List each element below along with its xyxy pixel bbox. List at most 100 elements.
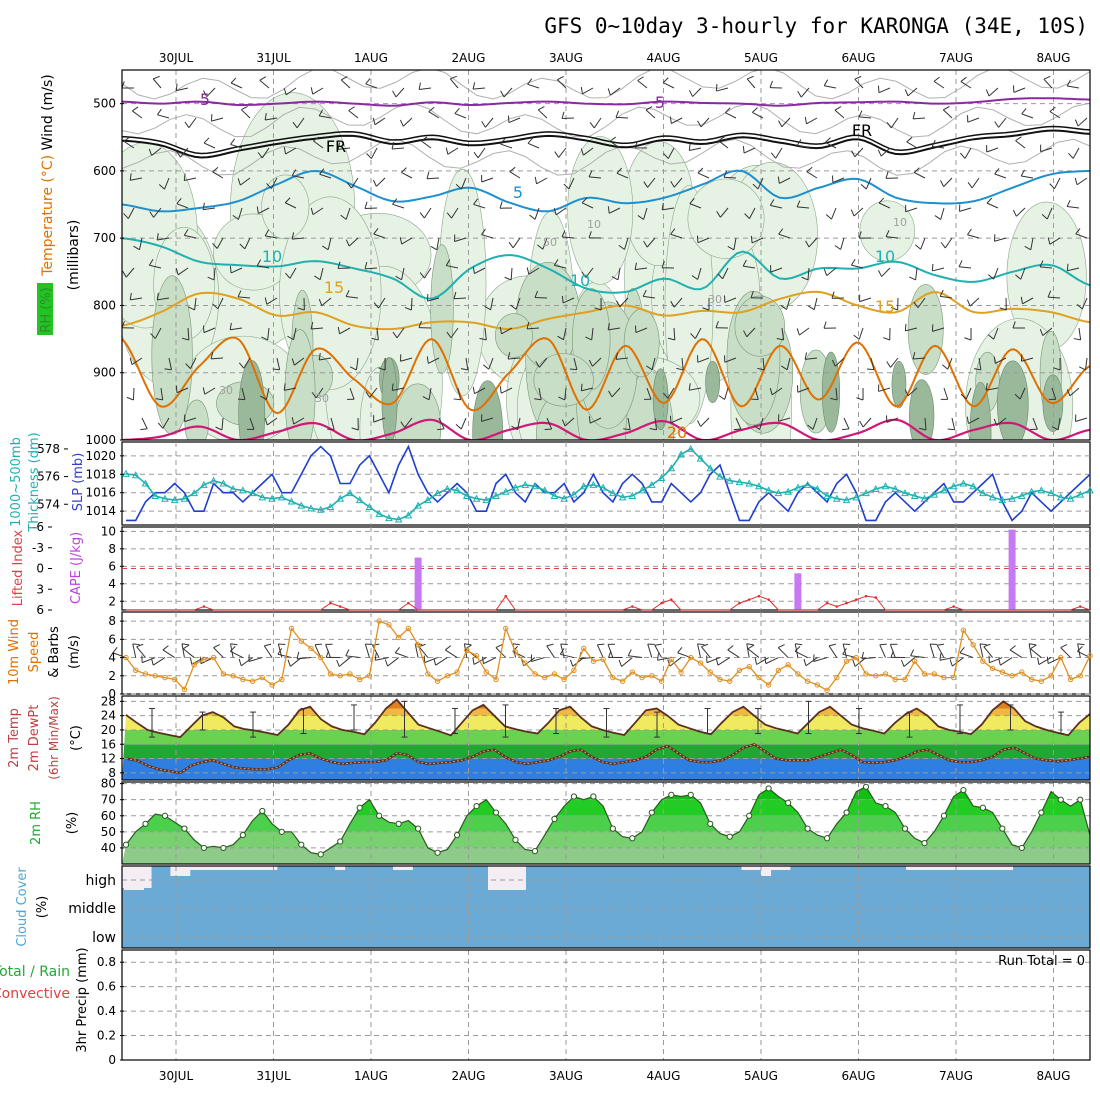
wind10m-marker [795, 671, 801, 677]
wind10m-barb [263, 645, 273, 658]
wind-barb [538, 387, 542, 400]
wind10m-marker [619, 678, 626, 684]
wind10m-barb [701, 646, 711, 658]
wind-barb [1054, 177, 1061, 189]
wind-barb-flag [156, 292, 159, 300]
wind-barb-flag [232, 214, 239, 220]
wind10m-barb [717, 657, 730, 666]
wind10m-marker [970, 642, 976, 648]
thickness-marker [131, 471, 140, 479]
wind-barb-flag [878, 270, 883, 277]
wind-barb [436, 237, 440, 250]
wind-barb [515, 297, 521, 310]
wind-barb-flag [399, 237, 403, 245]
wind-barb-flag [743, 330, 748, 337]
rh-marker [356, 804, 363, 811]
li-marker [855, 598, 858, 601]
wind10m-barb [1060, 647, 1071, 658]
wind-barb [722, 267, 729, 279]
ua-ytick: 700 [93, 231, 116, 245]
thickness-ytick: 578 [37, 442, 60, 456]
wind-barb [557, 79, 567, 89]
wind10m-marker [259, 674, 266, 681]
wind-barb-flag [122, 270, 127, 278]
wind-barb-flag [1021, 108, 1027, 115]
wind-barb-flag [645, 365, 653, 371]
wind10m-barb-flag [949, 659, 953, 667]
wind10m-marker [1058, 654, 1064, 661]
wind-barb [428, 111, 440, 119]
thickness-marker [462, 491, 471, 499]
wind-barb [797, 206, 810, 209]
wind-barb [994, 237, 1007, 242]
wind-barb [924, 417, 927, 431]
cloud-gap [228, 866, 239, 870]
wind-barb-flag [689, 90, 694, 97]
wind-barb [512, 237, 521, 249]
thickness-marker [794, 483, 802, 491]
wind-barb [428, 357, 440, 364]
wind-barb-flag [931, 263, 934, 271]
li-marker [202, 605, 206, 608]
wind-barb-flag [563, 183, 570, 190]
wind-barb-flag [1043, 75, 1051, 80]
temp-ylabel-part: 2m DewPt [27, 705, 42, 772]
rh-shade-light [567, 136, 634, 285]
wind-barb-flag [455, 184, 462, 190]
wind-barb [351, 177, 359, 189]
wind-barb [536, 177, 548, 185]
thickness-marker [248, 489, 257, 497]
wind10m-marker [249, 678, 256, 684]
wind-barb-flag [140, 428, 148, 431]
temp-ytick: 8 [108, 766, 116, 780]
wind10m-barb [989, 657, 1003, 664]
wind-barb [890, 357, 899, 368]
wind-barb [1032, 417, 1038, 430]
wind-barb-flag [123, 213, 129, 219]
wind-barb [646, 387, 652, 400]
contour-label: 50 [543, 236, 557, 249]
wind-barb-flag [472, 386, 475, 394]
wind-barb [615, 116, 629, 119]
slp-ylabel: Thickness (dm) [27, 432, 42, 532]
thickness-marker [482, 496, 491, 504]
wind10m-barb-flag [183, 644, 190, 650]
dewpt-line [125, 743, 1090, 774]
wind-barb [340, 79, 351, 89]
wind10m-barb-flag [1046, 656, 1049, 664]
wind10m-barb-flag [278, 643, 286, 646]
rh-marker [239, 831, 246, 839]
wind10m-marker [415, 642, 421, 648]
wind-barb [424, 267, 432, 279]
wind-ylabel: & Barbs [47, 626, 62, 678]
wind-barb [261, 147, 270, 159]
rh-shade-mid [284, 329, 316, 440]
wind10m-barb-flag [778, 644, 785, 649]
wind-ytick: 0 [108, 687, 116, 701]
wind-barb-flag [472, 266, 475, 274]
wind-barb [582, 87, 594, 95]
wind-barb [940, 295, 953, 299]
wind-barb [854, 78, 864, 89]
isotherm-line [122, 336, 1090, 415]
wind-barb-flag [372, 117, 376, 125]
rh-shade-mid [184, 399, 209, 440]
wind10m-barb-flag [136, 643, 144, 648]
thickness-marker [998, 496, 1007, 504]
wind-barb-flag [850, 258, 856, 266]
wind-barb [555, 207, 567, 216]
wind10m-barb-flag [1060, 644, 1068, 649]
wind-barb [537, 109, 548, 119]
thickness-marker [677, 450, 685, 458]
wind-barb-flag [264, 418, 268, 426]
thickness-marker [667, 464, 676, 472]
wind-barb [500, 143, 513, 149]
cloud-level-label: low [92, 930, 116, 946]
wind-frame [121, 611, 1091, 695]
wind-barb-flag [484, 305, 491, 311]
wind-barb-flag [796, 200, 801, 208]
wind-barb [1016, 207, 1026, 217]
wind-barb-flag [428, 106, 435, 113]
wind10m-barb-flag [861, 651, 864, 659]
isotherm-line [122, 97, 1090, 107]
